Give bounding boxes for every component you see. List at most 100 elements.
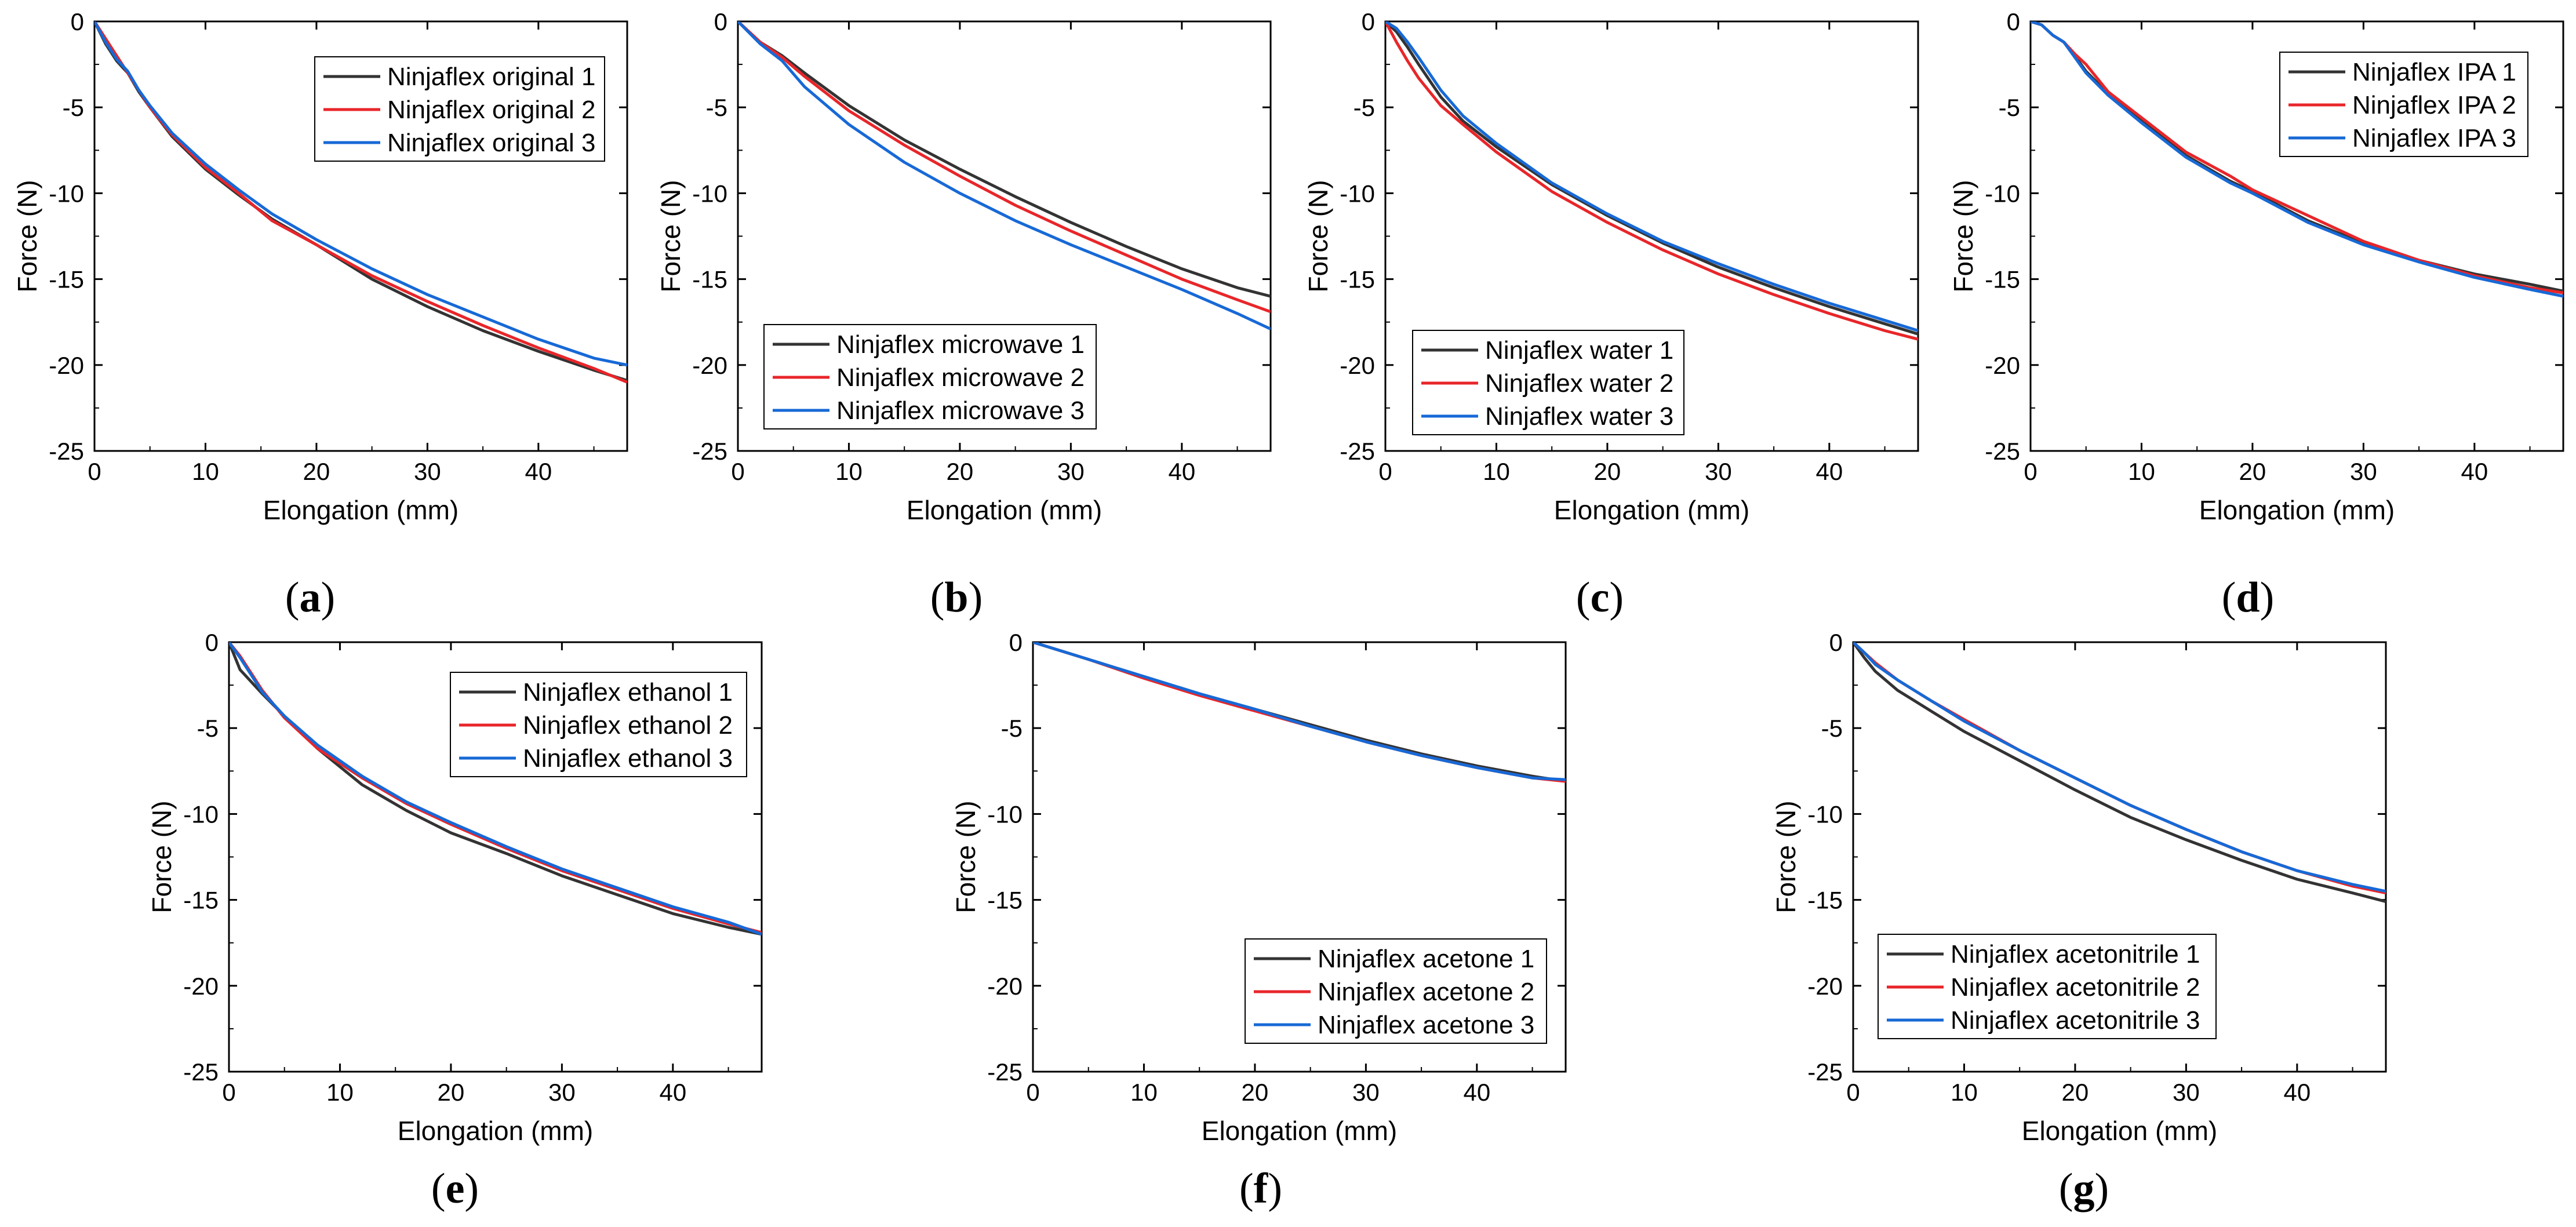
series-line-3 [94, 21, 627, 367]
x-tick-label: 10 [835, 458, 863, 485]
x-tick-label: 20 [2062, 1079, 2089, 1106]
legend-label: Ninjaflex microwave 2 [836, 363, 1085, 392]
y-tick-label: 0 [1829, 629, 1843, 656]
panel-label-close: ) [969, 574, 983, 621]
y-tick-label: 0 [71, 8, 84, 35]
legend-label: Ninjaflex original 1 [387, 63, 596, 91]
panel-label-close: ) [321, 574, 336, 621]
panel-label: (e) [431, 1165, 479, 1213]
x-tick-label: 10 [1483, 458, 1510, 485]
panel-label: (a) [285, 574, 335, 621]
x-tick-label: 30 [1705, 458, 1732, 485]
y-tick-label: 0 [2007, 8, 2020, 35]
x-tick-label: 10 [1130, 1079, 1158, 1106]
legend-label: Ninjaflex ethanol 1 [523, 678, 733, 707]
panel-label-letter: d [2236, 574, 2260, 621]
legend-label: Ninjaflex acetone 2 [1318, 978, 1534, 1006]
y-tick-label: -10 [1807, 800, 1843, 828]
legend-label: Ninjaflex water 1 [1485, 336, 1673, 365]
legend-label: Ninjaflex IPA 3 [2352, 124, 2516, 152]
y-axis-title: Force (N) [1771, 800, 1801, 913]
y-axis-title: Force (N) [147, 800, 177, 913]
x-tick-label: 10 [2128, 458, 2155, 485]
panel-label-close: ) [2095, 1165, 2109, 1213]
y-tick-label: -15 [183, 887, 219, 914]
y-axis-title: Force (N) [656, 180, 686, 292]
x-tick-label: 30 [2173, 1079, 2200, 1106]
series-line-3 [2031, 21, 2563, 298]
series-line-3 [229, 642, 762, 936]
x-tick-label: 20 [1242, 1079, 1269, 1106]
y-tick-label: -5 [197, 715, 219, 742]
legend-label: Ninjaflex original 2 [387, 96, 596, 124]
x-tick-label: 30 [1352, 1079, 1380, 1106]
y-tick-label: -20 [692, 352, 727, 379]
panel-label-close: ) [1268, 1165, 1282, 1213]
chart-panel-c: 0 10 20 30 40 0 -5 -10 -15 -20 -25 Elongation (mm) F… [1303, 8, 1919, 525]
y-tick-label: -5 [63, 94, 84, 121]
series-line-1 [1033, 642, 1566, 783]
y-tick-label: -5 [1999, 94, 2020, 121]
y-tick-label: -25 [183, 1058, 219, 1086]
y-tick-label: -15 [987, 887, 1023, 914]
legend-label: Ninjaflex ethanol 2 [523, 711, 733, 740]
y-tick-label: -15 [1340, 266, 1375, 293]
x-tick-label: 0 [731, 458, 744, 485]
legend-label: Ninjaflex ethanol 3 [523, 744, 733, 773]
y-tick-label: -20 [49, 352, 84, 379]
y-tick-label: -5 [1001, 715, 1023, 742]
y-tick-label: 0 [1362, 8, 1375, 35]
y-tick-label: -10 [987, 800, 1023, 828]
x-tick-label: 0 [2024, 458, 2037, 485]
x-tick-label: 30 [414, 458, 441, 485]
x-axis-title: Elongation (mm) [263, 495, 459, 525]
y-tick-label: -15 [49, 266, 84, 293]
series-line-3 [1033, 642, 1566, 781]
x-axis-title: Elongation (mm) [1554, 495, 1749, 525]
legend-label: Ninjaflex acetonitrile 1 [1951, 940, 2200, 969]
legend-label: Ninjaflex original 3 [387, 129, 596, 157]
x-tick-label: 40 [659, 1079, 686, 1106]
x-axis-title: Elongation (mm) [2022, 1116, 2217, 1146]
panel-label-close: ) [464, 1165, 479, 1213]
x-tick-label: 30 [2350, 458, 2377, 485]
y-tick-label: -20 [987, 973, 1023, 1000]
x-tick-label: 20 [303, 458, 330, 485]
y-tick-label: -15 [1807, 887, 1843, 914]
legend-label: Ninjaflex microwave 1 [836, 330, 1085, 359]
chart-panel-d: 0 10 20 30 40 0 -5 -10 -15 -20 -25 Elongation (mm) F… [1948, 8, 2564, 525]
y-tick-label: -20 [1985, 352, 2020, 379]
x-tick-label: 0 [1846, 1079, 1860, 1106]
legend-label: Ninjaflex acetone 1 [1318, 945, 1534, 973]
y-axis-title: Force (N) [1303, 180, 1333, 292]
x-tick-label: 20 [947, 458, 974, 485]
y-tick-label: -5 [1821, 715, 1843, 742]
x-tick-label: 10 [1951, 1079, 1978, 1106]
panel-label-letter: e [446, 1165, 465, 1213]
y-axis-title: Force (N) [951, 800, 981, 913]
series-line-1 [1853, 642, 2386, 904]
series-line-3 [738, 21, 1271, 330]
panel-label-open: ( [285, 574, 300, 621]
legend-label: Ninjaflex IPA 2 [2352, 91, 2516, 119]
x-tick-label: 20 [2239, 458, 2266, 485]
y-tick-label: -20 [183, 973, 219, 1000]
x-tick-label: 30 [1057, 458, 1085, 485]
legend-label: Ninjaflex IPA 1 [2352, 58, 2516, 86]
x-tick-label: 40 [1463, 1079, 1490, 1106]
legend: Ninjaflex IPA 1 Ninjaflex IPA 2 Ninjaflex … [2279, 52, 2528, 157]
y-tick-label: -15 [1985, 266, 2020, 293]
x-tick-label: 40 [1815, 458, 1843, 485]
x-axis-title: Elongation (mm) [907, 495, 1102, 525]
y-tick-label: -25 [1340, 438, 1375, 465]
x-axis-title: Elongation (mm) [1202, 1116, 1397, 1146]
panel-label-open: ( [1239, 1165, 1254, 1213]
series-line-1 [1385, 21, 1918, 336]
x-axis-title: Elongation (mm) [398, 1116, 593, 1146]
y-tick-label: 0 [1009, 629, 1023, 656]
x-tick-label: 40 [1168, 458, 1195, 485]
chart-panel-b: 0 10 20 30 40 0 -5 -10 -15 -20 -25 Elongation (mm) F… [656, 8, 1272, 525]
series-line-2 [1853, 642, 2386, 895]
chart-panel-g: 0 10 20 30 40 0 -5 -10 -15 -20 -25 Elongation (mm) F… [1771, 629, 2387, 1146]
